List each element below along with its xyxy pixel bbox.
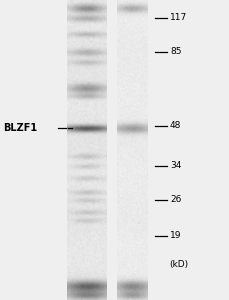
Text: 26: 26 bbox=[170, 196, 181, 205]
Text: 48: 48 bbox=[170, 122, 181, 130]
Text: 34: 34 bbox=[170, 161, 181, 170]
Text: BLZF1: BLZF1 bbox=[3, 123, 37, 133]
Text: 85: 85 bbox=[170, 47, 182, 56]
Text: 117: 117 bbox=[170, 14, 187, 22]
Text: (kD): (kD) bbox=[169, 260, 188, 268]
Text: 19: 19 bbox=[170, 232, 182, 241]
